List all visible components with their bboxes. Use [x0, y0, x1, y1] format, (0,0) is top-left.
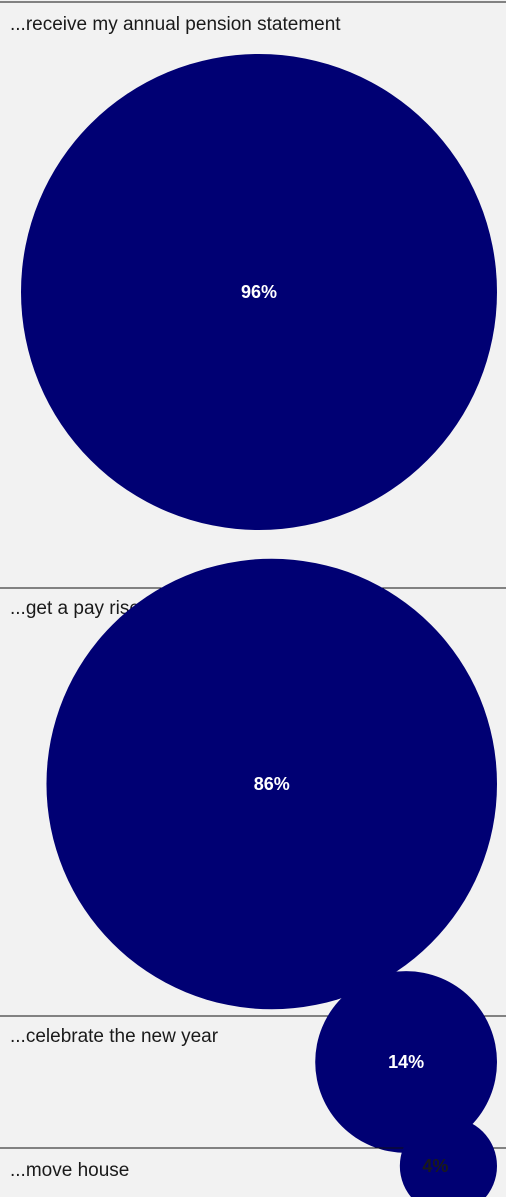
value-label: 14% [388, 1052, 424, 1072]
bubble [46, 558, 497, 1010]
category-label: ...celebrate the new year [10, 1026, 219, 1047]
value-label: 4% [422, 1156, 448, 1176]
category-label: ...receive my annual pension statement [10, 14, 341, 35]
category-label: ...get a pay rise [10, 598, 140, 619]
bubble [21, 54, 497, 530]
value-label: 96% [241, 282, 277, 302]
value-label: 86% [254, 774, 290, 794]
category-label: ...move house [10, 1160, 129, 1181]
bubble [399, 1117, 497, 1197]
bubble [315, 971, 497, 1153]
